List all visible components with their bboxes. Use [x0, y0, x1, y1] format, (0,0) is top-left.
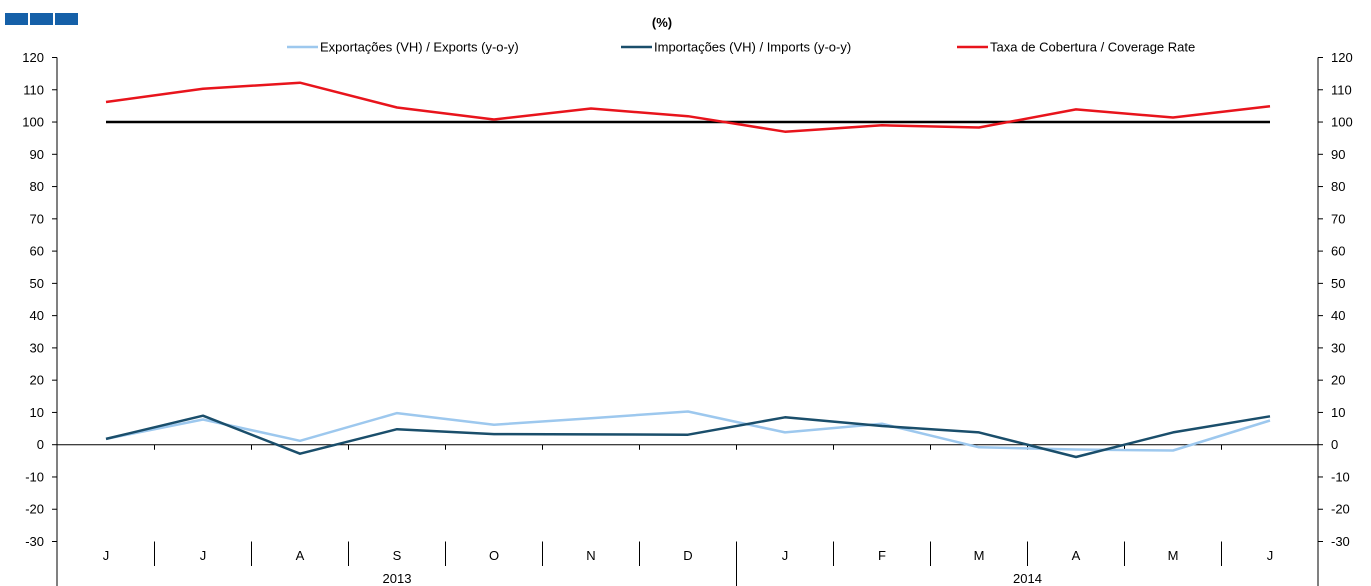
y-tick-label-left: 110 [23, 82, 44, 97]
coverage-rate-series-line [105, 81, 1271, 133]
x-tick-label: F [878, 548, 886, 563]
x-tick-label: D [683, 548, 692, 563]
y-tick-label-left: -30 [25, 534, 44, 549]
exports-series-line [105, 410, 1271, 452]
y-tick-label-left: 120 [22, 50, 44, 65]
y-tick-label-left: 60 [30, 244, 44, 259]
x-tick-label: A [296, 548, 305, 563]
legend-imports-label: Importações (VH) / Imports (y-o-y) [654, 40, 851, 55]
y-tick-label-left: 20 [30, 373, 44, 388]
y-tick-label-right: -20 [1331, 502, 1350, 517]
y-tick-label-right: 30 [1331, 340, 1345, 355]
y-tick-label-left: 80 [30, 179, 44, 194]
y-tick-label-left: 0 [37, 437, 44, 452]
x-tick-label: S [393, 548, 402, 563]
y-tick-label-left: 70 [30, 211, 44, 226]
x-tick-label: J [103, 548, 110, 563]
y-tick-label-right: 80 [1331, 179, 1345, 194]
x-tick-label: O [489, 548, 499, 563]
y-tick-label-right: 0 [1331, 437, 1338, 452]
series-lines [105, 81, 1271, 459]
unit-label: (%) [652, 15, 672, 30]
legend: Exportações (VH) / Exports (y-o-y) Import… [287, 40, 1195, 55]
logo-block-1 [5, 13, 28, 25]
logo-block-2 [30, 13, 53, 25]
y-tick-label-right: 50 [1331, 276, 1345, 291]
y-tick-label-right: 40 [1331, 308, 1345, 323]
y-tick-label-left: -10 [25, 469, 44, 484]
y-tick-label-left: 40 [30, 308, 44, 323]
y-tick-label-right: 70 [1331, 211, 1345, 226]
x-tick-label: N [586, 548, 595, 563]
y-tick-label-left: 30 [30, 340, 44, 355]
y-tick-label-left: 10 [30, 405, 44, 420]
y-tick-label-right: -10 [1331, 469, 1350, 484]
year-label: 2013 [383, 571, 412, 586]
y-tick-label-right: 100 [1331, 115, 1353, 130]
logo-block-3 [55, 13, 78, 25]
year-label: 2014 [1013, 571, 1042, 586]
y-tick-label-right: 60 [1331, 244, 1345, 259]
legend-exports-label: Exportações (VH) / Exports (y-o-y) [320, 40, 519, 55]
x-tick-label: J [782, 548, 789, 563]
logo [5, 13, 78, 25]
y-tick-label-right: 110 [1331, 82, 1352, 97]
y-tick-label-right: 120 [1331, 50, 1353, 65]
y-tick-label-left: 100 [22, 115, 44, 130]
x-tick-label: M [1168, 548, 1179, 563]
y-tick-label-right: 10 [1331, 405, 1345, 420]
y-tick-label-left: 50 [30, 276, 44, 291]
y-tick-label-right: 90 [1331, 147, 1345, 162]
y-tick-label-left: 90 [30, 147, 44, 162]
x-tick-label: A [1072, 548, 1081, 563]
x-tick-label: J [1267, 548, 1274, 563]
y-tick-label-left: -20 [25, 502, 44, 517]
x-tick-label: M [974, 548, 985, 563]
y-tick-label-right: 20 [1331, 373, 1345, 388]
y-tick-label-right: -30 [1331, 534, 1350, 549]
x-tick-label: J [200, 548, 207, 563]
imports-series-line [105, 414, 1271, 459]
legend-coverage-rate-label: Taxa de Cobertura / Coverage Rate [990, 40, 1195, 55]
